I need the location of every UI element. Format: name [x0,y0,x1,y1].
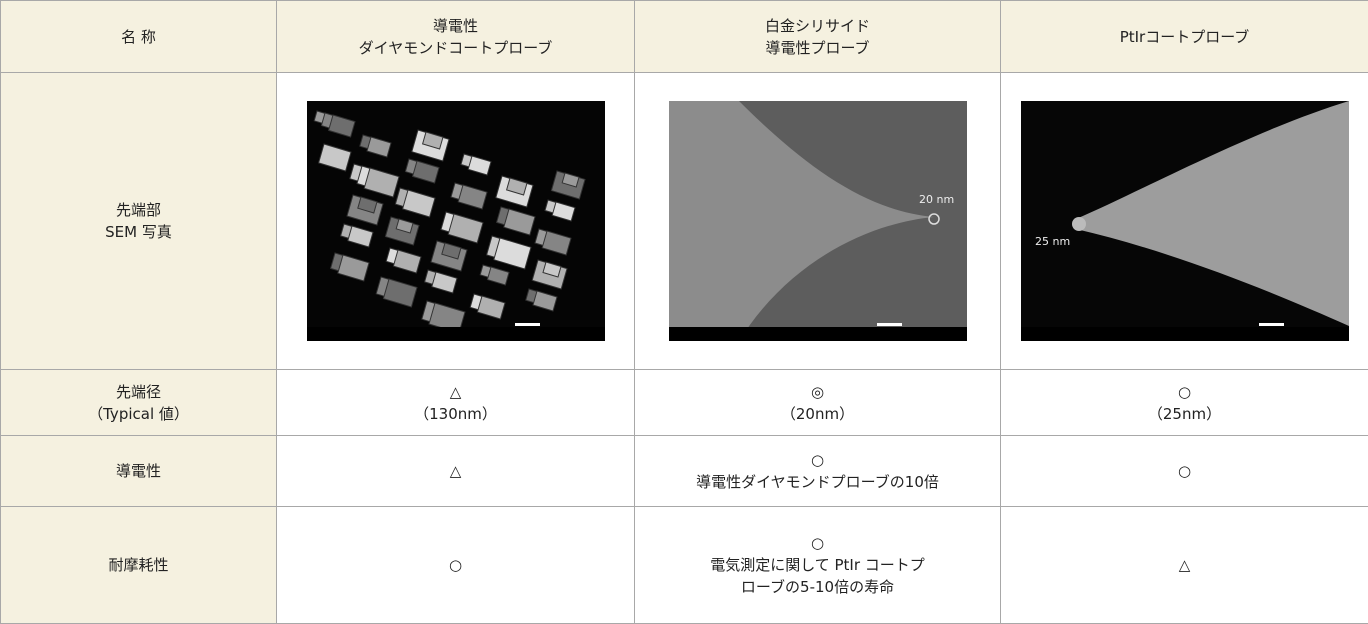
scale-bar [1259,323,1284,326]
info-bar [669,327,967,341]
image-cell [277,73,635,370]
sem-image: 25 nm [1021,101,1349,341]
table-cell: ○導電性ダイヤモンドプローブの10倍 [635,436,1001,507]
table-row: 先端径（Typical 値）△（130nm）◎（20nm）○（25nm） [1,370,1368,436]
row-label: 先端径（Typical 値） [1,370,277,436]
cell-text: ○ [1001,381,1368,403]
cell-text: 白金シリサイド [635,15,1000,37]
sem-image: 20 nm [669,101,967,341]
cell-text: ○ [635,449,1000,471]
image-label: 25 nm [1035,235,1070,248]
cell-text: ローブの5-10倍の寿命 [635,576,1000,598]
row-label: 導電性 [1,436,277,507]
cell-text: 導電性 [277,15,634,37]
header-cell: 白金シリサイド導電性プローブ [635,1,1001,73]
sem-image [307,101,605,341]
cell-text: ○ [1001,460,1368,482]
cell-text: 導電性プローブ [635,37,1000,59]
table-cell: ◎（20nm） [635,370,1001,436]
cell-text: △ [277,460,634,482]
cell-text: 電気測定に関して PtIr コートプ [635,554,1000,576]
cell-text: △ [277,381,634,403]
image-cell: 20 nm [635,73,1001,370]
cell-text: （130nm） [277,403,634,425]
cell-text: △ [1001,554,1368,576]
table-row: 耐摩耗性○○電気測定に関して PtIr コートプローブの5-10倍の寿命△ [1,507,1368,624]
cell-text: PtIrコートプローブ [1001,26,1368,48]
cell-text: 導電性 [1,460,276,482]
cell-text: ○ [635,532,1000,554]
info-bar [1021,327,1349,341]
row-label: 耐摩耗性 [1,507,277,624]
cell-text: SEM 写真 [1,221,276,243]
table-row: 導電性△○導電性ダイヤモンドプローブの10倍○ [1,436,1368,507]
table-cell: △ [1001,507,1368,624]
image-label: 20 nm [919,193,954,206]
table-cell: △ [277,436,635,507]
scale-bar [877,323,902,326]
cell-text: 導電性ダイヤモンドプローブの10倍 [635,471,1000,493]
table-cell: △（130nm） [277,370,635,436]
cell-text: 先端部 [1,199,276,221]
cell-text: 耐摩耗性 [1,554,276,576]
info-bar [307,327,605,341]
scale-bar [515,323,540,326]
table-cell: ○ [1001,436,1368,507]
image-cell: 25 nm [1001,73,1368,370]
header-cell: PtIrコートプローブ [1001,1,1368,73]
cell-text: 名 称 [1,26,276,48]
tip [1072,217,1086,231]
cell-text: （25nm） [1001,403,1368,425]
cell-text: ダイヤモンドコートプローブ [277,37,634,59]
cell-text: （20nm） [635,403,1000,425]
table-cell: ○（25nm） [1001,370,1368,436]
cell-text: （Typical 値） [1,403,276,425]
header-cell: 名 称 [1,1,277,73]
cell-text: 先端径 [1,381,276,403]
cell-text: ◎ [635,381,1000,403]
table-cell: ○ [277,507,635,624]
header-cell: 導電性ダイヤモンドコートプローブ [277,1,635,73]
table-cell: ○電気測定に関して PtIr コートプローブの5-10倍の寿命 [635,507,1001,624]
cell-text: ○ [277,554,634,576]
